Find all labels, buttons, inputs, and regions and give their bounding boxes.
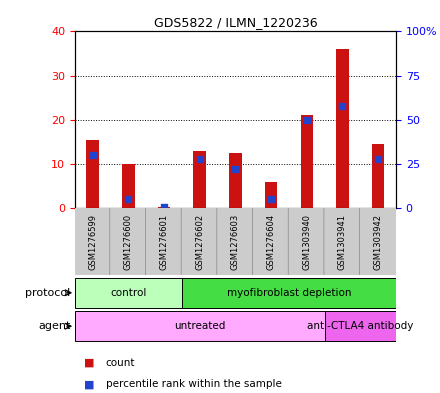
Bar bbox=[336, 49, 349, 208]
FancyBboxPatch shape bbox=[181, 206, 218, 277]
FancyBboxPatch shape bbox=[182, 278, 396, 308]
Point bbox=[161, 204, 168, 211]
Text: anti-CTLA4 antibody: anti-CTLA4 antibody bbox=[307, 321, 414, 331]
Point bbox=[232, 166, 239, 173]
Text: percentile rank within the sample: percentile rank within the sample bbox=[106, 379, 282, 389]
Text: agent: agent bbox=[38, 321, 70, 331]
Text: myofibroblast depletion: myofibroblast depletion bbox=[227, 288, 351, 298]
Text: GSM1276604: GSM1276604 bbox=[267, 214, 275, 270]
Bar bbox=[122, 164, 135, 208]
FancyBboxPatch shape bbox=[146, 206, 183, 277]
Bar bbox=[229, 153, 242, 208]
FancyBboxPatch shape bbox=[75, 278, 182, 308]
Text: control: control bbox=[110, 288, 147, 298]
Text: GSM1303942: GSM1303942 bbox=[374, 214, 383, 270]
FancyBboxPatch shape bbox=[74, 206, 111, 277]
FancyBboxPatch shape bbox=[288, 206, 325, 277]
Bar bbox=[265, 182, 277, 208]
FancyBboxPatch shape bbox=[324, 206, 361, 277]
FancyBboxPatch shape bbox=[217, 206, 254, 277]
Point bbox=[268, 196, 275, 203]
Text: protocol: protocol bbox=[25, 288, 70, 298]
Bar bbox=[194, 151, 206, 208]
Text: GSM1303940: GSM1303940 bbox=[302, 214, 311, 270]
Text: GSM1303941: GSM1303941 bbox=[338, 214, 347, 270]
FancyBboxPatch shape bbox=[75, 311, 325, 341]
Title: GDS5822 / ILMN_1220236: GDS5822 / ILMN_1220236 bbox=[154, 16, 317, 29]
Text: untreated: untreated bbox=[174, 321, 225, 331]
Text: GSM1276603: GSM1276603 bbox=[231, 213, 240, 270]
Point bbox=[374, 156, 381, 162]
Point bbox=[339, 103, 346, 109]
Text: count: count bbox=[106, 358, 135, 367]
FancyBboxPatch shape bbox=[359, 206, 397, 277]
FancyBboxPatch shape bbox=[110, 206, 147, 277]
Text: GSM1276602: GSM1276602 bbox=[195, 214, 204, 270]
Point bbox=[89, 152, 96, 158]
Text: GSM1276599: GSM1276599 bbox=[88, 214, 97, 270]
Bar bbox=[301, 116, 313, 208]
Text: ■: ■ bbox=[84, 379, 94, 389]
Bar bbox=[86, 140, 99, 208]
Point bbox=[303, 117, 310, 123]
FancyBboxPatch shape bbox=[253, 206, 290, 277]
Text: GSM1276601: GSM1276601 bbox=[160, 214, 169, 270]
Text: ■: ■ bbox=[84, 358, 94, 367]
FancyBboxPatch shape bbox=[325, 311, 396, 341]
Point bbox=[125, 196, 132, 203]
Bar bbox=[372, 144, 385, 208]
Point bbox=[196, 156, 203, 162]
Text: GSM1276600: GSM1276600 bbox=[124, 214, 133, 270]
